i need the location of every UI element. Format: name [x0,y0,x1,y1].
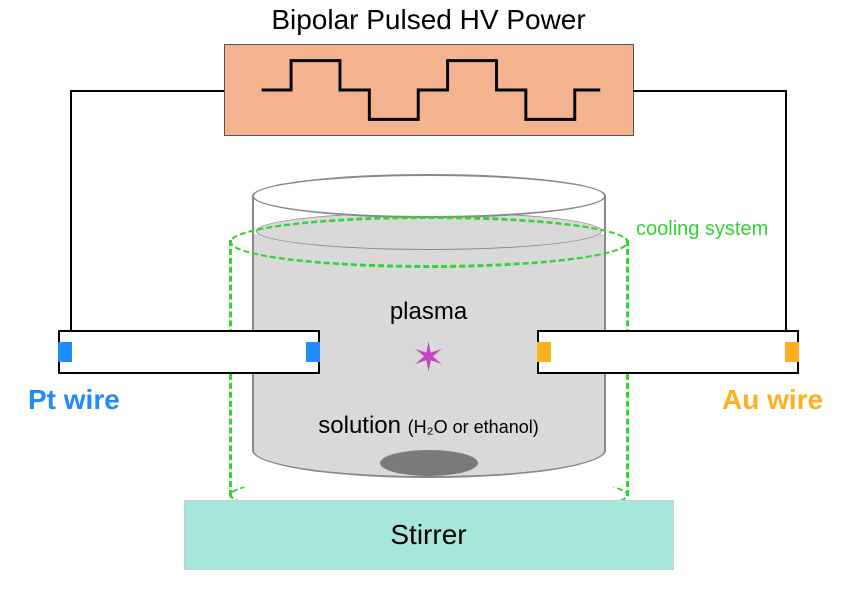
waveform-icon [225,45,633,135]
au-connector [785,342,799,362]
stirrer-label: Stirrer [390,519,466,551]
cooling-ring-top [229,216,629,268]
cooling-label: cooling system [636,218,768,241]
beaker-rim [252,174,606,218]
plasma-label: plasma [390,298,467,326]
pt-electrode [58,330,320,374]
stir-bar [380,450,478,476]
pt-wire-label: Pt wire [28,384,120,416]
lead-wire [633,90,787,92]
lead-wire [785,90,787,352]
au-wire-label: Au wire [722,384,823,416]
au-electrode [537,330,799,374]
plasma-icon: ✶ [412,338,446,378]
stirrer-base: Stirrer [184,500,674,570]
page-title: Bipolar Pulsed HV Power [271,4,585,36]
power-supply-box [224,44,634,136]
solution-label-sub: (H₂O or ethanol) [408,417,539,437]
pt-connector [58,342,72,362]
solution-label: solution (H₂O or ethanol) [318,412,538,440]
solution-label-main: solution [318,412,401,439]
lead-wire [70,90,224,92]
pt-tip [306,342,320,362]
au-tip [537,342,551,362]
lead-wire [70,90,72,352]
